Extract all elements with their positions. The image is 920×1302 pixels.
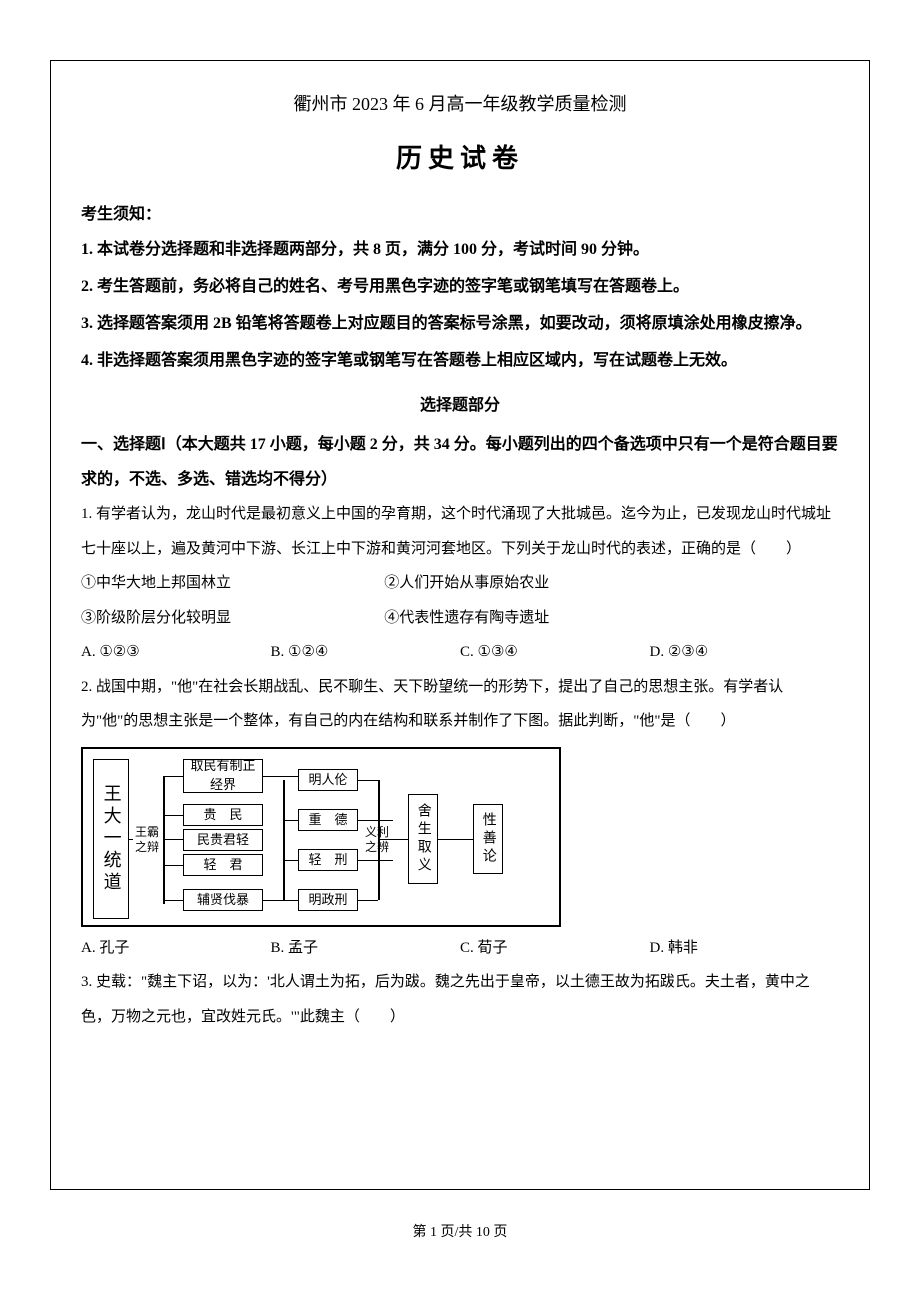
diagram-c3-top: 明人伦 [298,769,358,791]
q1-sub3: ③阶级阶层分化较明显 [81,601,384,636]
diagram-line [358,820,393,822]
diagram-line [283,820,298,822]
q1-options: A. ①②③ B. ①②④ C. ①③④ D. ②③④ [81,635,839,670]
notice-3: 3. 选择题答案须用 2B 铅笔将答题卷上对应题目的答案标号涂黑，如要改动，须将… [81,306,839,343]
q1-sub2: ②人们开始从事原始农业 [384,566,687,601]
q1-sub1: ①中华大地上邦国林立 [81,566,384,601]
diagram-c2-top: 取民有制正经界 [183,759,263,793]
diagram-c2-bot: 辅贤伐暴 [183,889,263,911]
q2-options: A. 孔子 B. 孟子 C. 荀子 D. 韩非 [81,931,839,966]
q3-stem: 3. 史载："魏主下诏，以为：'北人谓土为拓，后为跋。魏之先出于皇帝，以土德王故… [81,965,839,1034]
q2-opt-a: A. 孔子 [81,931,271,966]
page-border: 衢州市 2023 年 6 月高一年级教学质量检测 历史试卷 考生须知： 1. 本… [50,60,870,1190]
q1-opt-b: B. ①②④ [271,635,461,670]
diagram-c3-bot: 明政刑 [298,889,358,911]
diagram-line [283,860,298,862]
diagram-line [283,780,285,900]
q2-diagram: 王大一统道 王霸之辩 取民有制正经界 贵 民 民贵君轻 轻 君 辅贤伐暴 明人伦… [81,747,561,927]
exam-header: 衢州市 2023 年 6 月高一年级教学质量检测 [81,86,839,122]
diagram-line [358,780,378,782]
diagram-c3-m2: 轻 刑 [298,849,358,871]
diagram-line [358,860,393,862]
page-footer: 第 1 页/共 10 页 [50,1218,870,1249]
diagram-line [163,865,183,867]
diagram-c2-m2: 民贵君轻 [183,829,263,851]
diagram-line [263,776,298,778]
q2-opt-d: D. 韩非 [650,931,840,966]
diagram-line [378,839,408,841]
diagram-line [163,900,183,902]
q2-opt-c: C. 荀子 [460,931,650,966]
section-title: 选择题部分 [81,388,839,423]
diagram-line [163,839,183,841]
notice-2: 2. 考生答题前，务必将自己的姓名、考号用黑色字迹的签字笔或钢笔填写在答题卷上。 [81,269,839,306]
diagram-left: 王大一统道 [93,759,129,919]
diagram-c2-m3: 轻 君 [183,854,263,876]
q1-subopts-row2: ③阶级阶层分化较明显 ④代表性遗存有陶寺遗址 [81,601,839,636]
diagram-c2-m1: 贵 民 [183,804,263,826]
diagram-line [163,815,183,817]
diagram-c3-m1: 重 德 [298,809,358,831]
diagram-c5: 性善论 [473,804,503,874]
q1-sub4: ④代表性遗存有陶寺遗址 [384,601,687,636]
q1-opt-d: D. ②③④ [650,635,840,670]
diagram-line [438,839,473,841]
section-instruction: 一、选择题Ⅰ（本大题共 17 小题，每小题 2 分，共 34 分。每小题列出的四… [81,427,839,497]
notice-1: 1. 本试卷分选择题和非选择题两部分，共 8 页，满分 100 分，考试时间 9… [81,232,839,269]
q1-opt-c: C. ①③④ [460,635,650,670]
diagram-c4: 舍生取义 [408,794,438,884]
q2-stem: 2. 战国中期，"他"在社会长期战乱、民不聊生、天下盼望统一的形势下，提出了自己… [81,670,839,739]
notice-4: 4. 非选择题答案须用黑色字迹的签字笔或钢笔写在答题卷上相应区域内，写在试题卷上… [81,343,839,380]
q2-opt-b: B. 孟子 [271,931,461,966]
diagram-line [358,900,378,902]
diagram-line [163,776,183,778]
q1-subopts-row1: ①中华大地上邦国林立 ②人们开始从事原始农业 [81,566,839,601]
main-title: 历史试卷 [81,130,839,187]
notice-label: 考生须知： [81,197,839,232]
q1-opt-a: A. ①②③ [81,635,271,670]
diagram-left-label: 王霸之辩 [133,825,161,856]
diagram-c3-label: 义利之辨 [363,825,391,856]
diagram-line [263,900,298,902]
q1-stem: 1. 有学者认为，龙山时代是最初意义上中国的孕育期，这个时代涌现了大批城邑。迄今… [81,497,839,566]
